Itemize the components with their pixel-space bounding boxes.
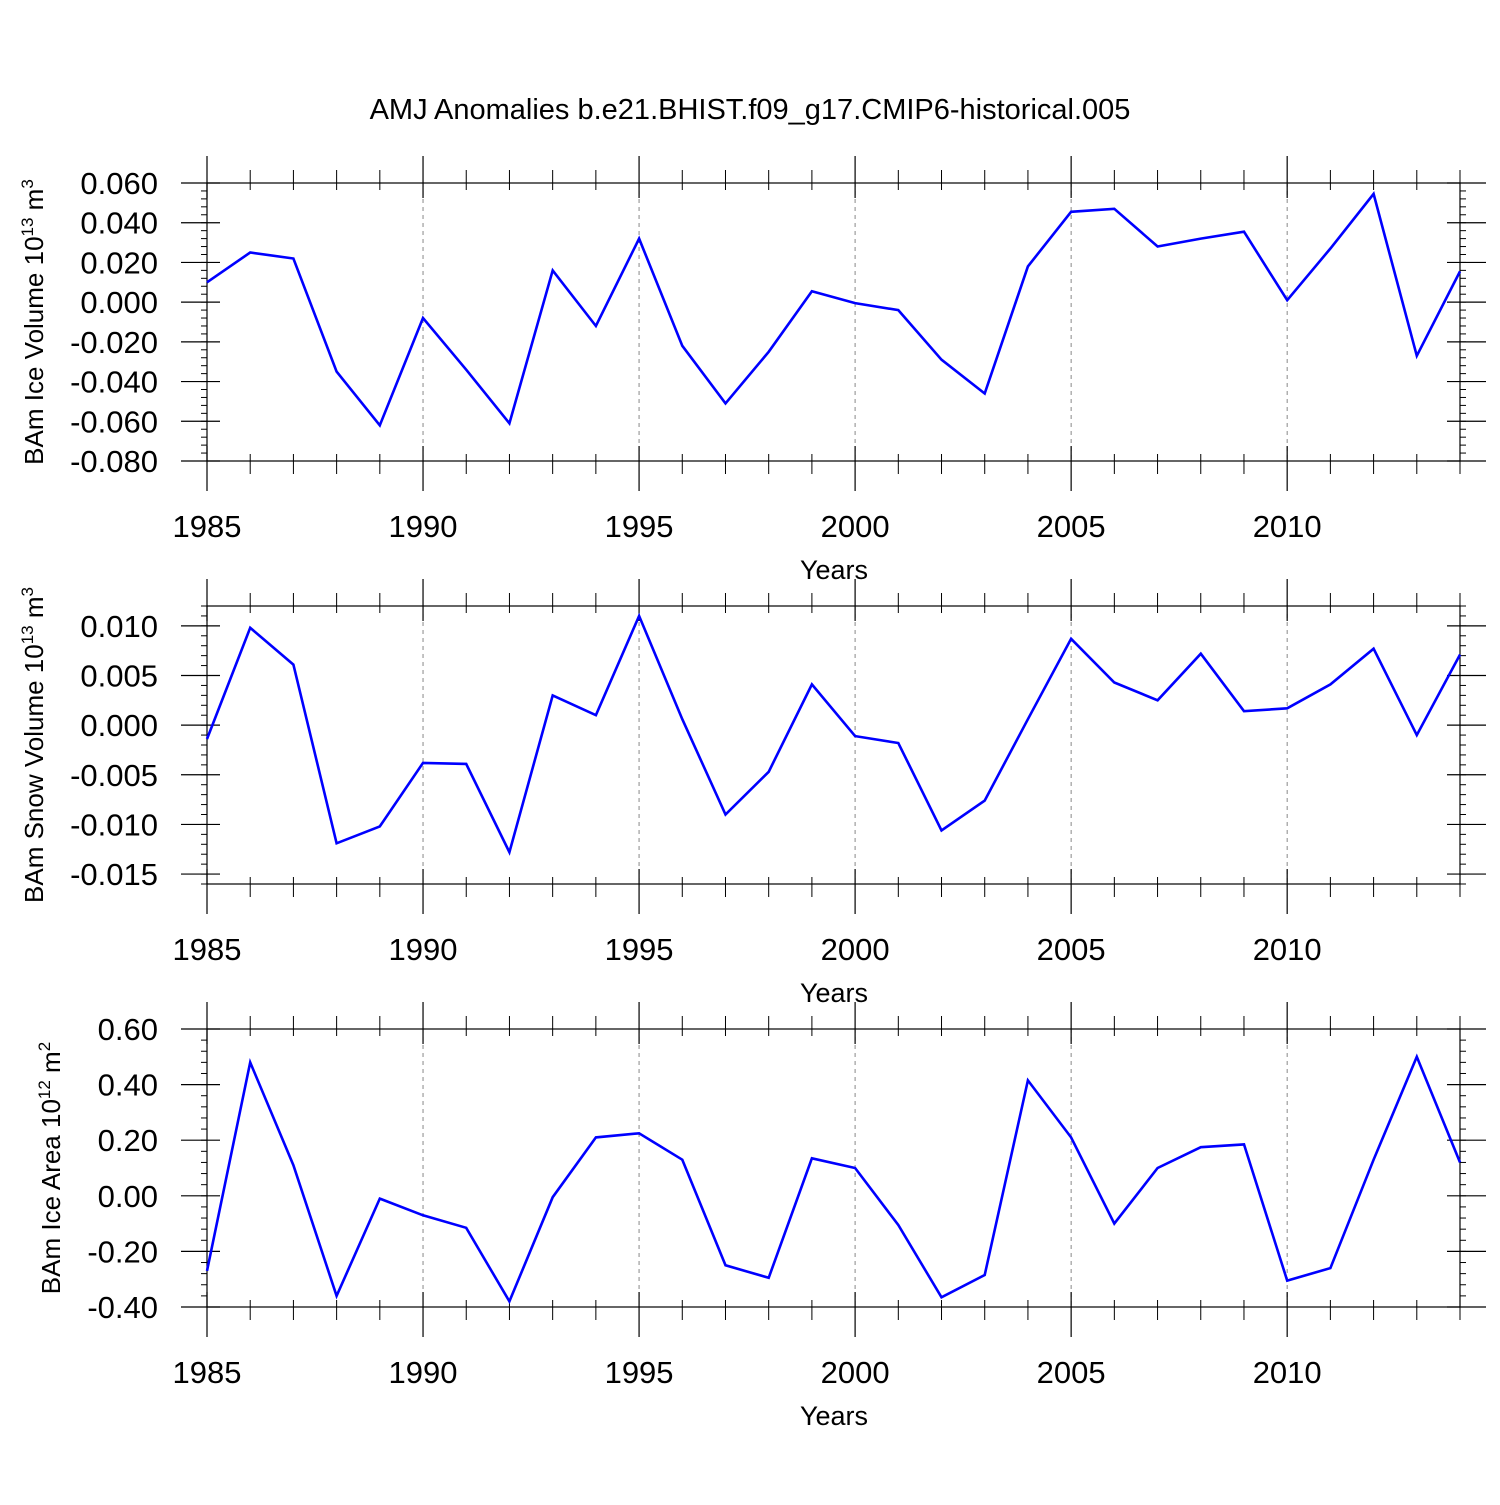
- series-line: [205, 1053, 1462, 1305]
- x-tick-label: 2005: [1037, 932, 1106, 967]
- y-tick-label: 0.20: [98, 1123, 158, 1158]
- y-tick-label: -0.010: [70, 807, 158, 842]
- x-tick-label: 2000: [821, 932, 890, 967]
- y-tick-label: 0.040: [80, 206, 158, 241]
- x-tick-label: 1990: [389, 509, 458, 544]
- series-line: [205, 612, 1462, 856]
- chart-panel-1: 0.060 0.040 0.020 0.000 -0.020 -0.040 -0.060 -0…: [18, 156, 1486, 585]
- x-tick-label: 1985: [173, 1355, 242, 1390]
- x-tick-label: 1995: [605, 1355, 674, 1390]
- y-tick-label: 0.005: [80, 659, 158, 694]
- x-tick-label: 2010: [1253, 1355, 1322, 1390]
- y-tick-label: 0.60: [98, 1012, 158, 1047]
- chart-panel-2: 0.010 0.005 0.000 -0.005 -0.010 -0.015 1985 199…: [18, 579, 1486, 1008]
- y-tick-label: 0.00: [98, 1179, 158, 1214]
- y-tick-label: -0.040: [70, 365, 158, 400]
- x-tick-label: 1990: [389, 932, 458, 967]
- y-axis-label: BAm Snow Volume 1013 m3: [18, 587, 49, 903]
- x-tick-label: 2000: [821, 509, 890, 544]
- plot-frame: [206, 1028, 1461, 1308]
- x-tick-label: 1990: [389, 1355, 458, 1390]
- x-tick-label: 2010: [1253, 509, 1322, 544]
- y-tick-label: 0.020: [80, 245, 158, 280]
- y-tick-label: 0.060: [80, 166, 158, 201]
- y-tick-label: -0.080: [70, 444, 158, 479]
- y-tick-label: -0.40: [87, 1290, 158, 1325]
- x-axis-label: Years: [800, 978, 868, 1008]
- y-tick-label: -0.015: [70, 857, 158, 892]
- series-line: [206, 191, 1462, 428]
- y-axis-label: BAm Ice Volume 1013 m3: [18, 179, 49, 465]
- x-tick-label: 1985: [173, 509, 242, 544]
- y-axis-label: BAm Ice Area 1012 m2: [35, 1042, 66, 1294]
- x-tick-label: 2010: [1253, 932, 1322, 967]
- y-tick-label: 0.000: [80, 708, 158, 743]
- x-tick-label: 1995: [605, 932, 674, 967]
- x-tick-label: 2005: [1037, 1355, 1106, 1390]
- chart-panel-3: 0.60 0.40 0.20 0.00 -0.20 -0.40 1985 1990 1995 20…: [35, 1002, 1486, 1431]
- y-tick-label: -0.020: [70, 325, 158, 360]
- x-axis-label: Years: [800, 555, 868, 585]
- x-tick-label: 2005: [1037, 509, 1106, 544]
- x-tick-label: 2000: [821, 1355, 890, 1390]
- plot-frame: [206, 182, 1461, 462]
- y-tick-label: 0.010: [80, 609, 158, 644]
- x-tick-label: 1995: [605, 509, 674, 544]
- x-axis-label: Years: [800, 1401, 868, 1431]
- x-tick-label: 1985: [173, 932, 242, 967]
- figure-title: AMJ Anomalies b.e21.BHIST.f09_g17.CMIP6-…: [370, 94, 1131, 126]
- y-tick-label: 0.000: [80, 285, 158, 320]
- y-tick-label: -0.20: [87, 1234, 158, 1269]
- y-tick-label: -0.005: [70, 758, 158, 793]
- y-tick-label: -0.060: [70, 404, 158, 439]
- plot-frame: [206, 605, 1461, 885]
- y-tick-label: 0.40: [98, 1068, 158, 1103]
